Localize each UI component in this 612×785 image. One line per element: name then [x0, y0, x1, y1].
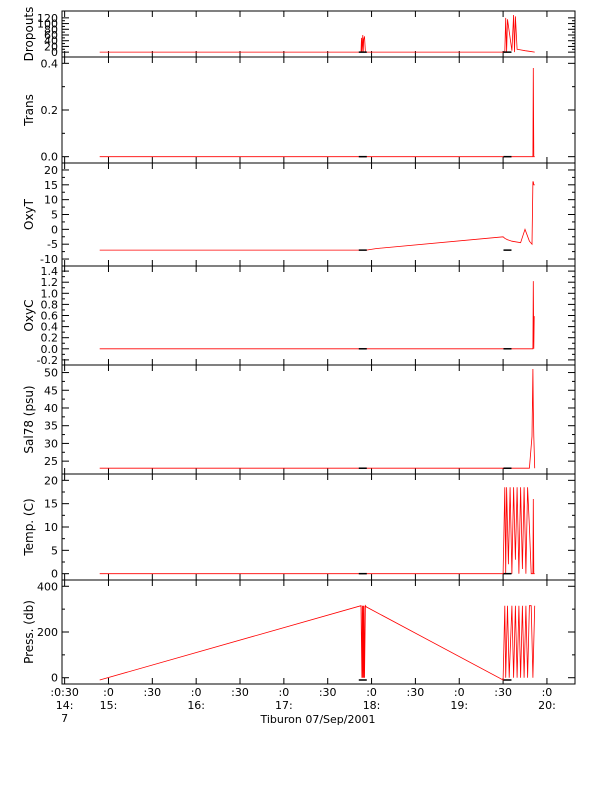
y-tick-label: 400 [37, 580, 58, 593]
x-tick-hour-label: 15: [100, 699, 118, 712]
y-tick-label: 0 [51, 672, 58, 685]
y-tick-label: 0.0 [41, 343, 59, 356]
y-tick-label: 80 [44, 23, 58, 36]
y-tick-label: 0.2 [41, 104, 59, 117]
x-tick-hour-label: 17: [275, 699, 293, 712]
y-tick-label: 0.2 [41, 332, 59, 345]
y-tick-label: -5 [47, 238, 58, 251]
y-tick-label: 0.0 [41, 151, 59, 164]
y-axis-label: Dropouts [22, 7, 36, 62]
y-tick-label: 10 [44, 521, 58, 534]
series-line [99, 487, 535, 575]
series-line [99, 14, 535, 53]
y-tick-label: 35 [44, 420, 58, 433]
panel-frame [61, 364, 576, 475]
footer-label: Tiburon 07/Sep/2001 [259, 713, 375, 726]
y-tick-label: 45 [44, 384, 58, 397]
y-axis-label: OxyT [22, 198, 36, 230]
x-tick-label: :0 [454, 686, 465, 699]
panel-frame [61, 56, 576, 164]
panel-5: 25 30 35 40 45 50 Sal78 (psu) [22, 364, 576, 475]
y-tick-label: 0 [51, 46, 58, 59]
y-tick-label: 0 [51, 568, 58, 581]
panels: 020406080100120Dropouts0.00.20.4Trans-10… [22, 7, 576, 685]
series-line [99, 604, 536, 681]
x-tick-label: :0 [103, 686, 114, 699]
y-axis-label: Sal78 (psu) [22, 385, 36, 453]
panel-4: -0.20.00.20.40.60.81.01.21.4 OxyC [22, 265, 576, 367]
y-tick-label: 15 [44, 498, 58, 511]
y-tick-label: -10 [40, 253, 58, 266]
panel-frame [61, 162, 576, 267]
x-tick-label: :30 [407, 686, 425, 699]
y-tick-label: 10 [44, 194, 58, 207]
y-tick-label: 20 [44, 164, 58, 177]
y-tick-label: 100 [37, 18, 58, 31]
y-tick-label: 0 [51, 223, 58, 236]
panel-2: 0.0 0.2 0.4 Trans [22, 56, 576, 164]
y-axis-label: Temp. (C) [22, 498, 36, 556]
panel-frame [61, 473, 576, 581]
y-tick-label: 20 [44, 40, 58, 53]
x-tick-label: :0 [542, 686, 553, 699]
series-line [99, 67, 535, 158]
y-axis-label: Trans [22, 94, 36, 127]
y-axis-label: Press. (db) [22, 600, 36, 664]
y-tick-label: -0.2 [37, 354, 58, 367]
x-tick-day-label: 7 [61, 712, 68, 725]
y-tick-label: 1.4 [41, 265, 59, 278]
y-tick-label: 0.8 [41, 298, 59, 311]
x-tick-label: :30 [494, 686, 512, 699]
series-line [99, 181, 535, 251]
y-tick-label: 1.0 [41, 287, 59, 300]
x-tick-label: :0 [191, 686, 202, 699]
x-tick-label: :0 [366, 686, 377, 699]
series-line [99, 281, 535, 350]
y-tick-label: 40 [44, 35, 58, 48]
x-tick-hour-label: 20: [538, 699, 556, 712]
time-axis-labels: :0:3014:7:015::30:016::30:017::30:018::3… [50, 686, 555, 725]
panel-frame [61, 10, 576, 58]
y-tick-label: 60 [44, 29, 58, 42]
x-tick-hour-label: 18: [363, 699, 381, 712]
x-tick-label: :30 [231, 686, 249, 699]
y-tick-label: 1.2 [41, 276, 59, 289]
y-tick-label: 40 [44, 402, 58, 415]
x-tick-label: :0:30 [50, 686, 78, 699]
y-tick-label: 15 [44, 179, 58, 192]
x-tick-label: :0 [279, 686, 290, 699]
y-tick-label: 120 [37, 12, 58, 25]
x-tick-label: :30 [319, 686, 337, 699]
x-tick-hour-label: 14: [56, 699, 74, 712]
y-tick-label: 0.4 [41, 57, 59, 70]
y-tick-label: 0.4 [41, 321, 59, 334]
y-tick-label: 0.6 [41, 310, 59, 323]
y-tick-label: 50 [44, 367, 58, 380]
y-axis-label: OxyC [22, 299, 36, 331]
x-tick-label: :30 [143, 686, 161, 699]
x-tick-hour-label: 16: [187, 699, 205, 712]
y-tick-label: 25 [44, 455, 58, 468]
series-line [99, 368, 536, 469]
panel-frame [61, 265, 576, 366]
panel-3: -10 -5 05 10 15 20 OxyT [22, 162, 576, 267]
x-tick-hour-label: 19: [450, 699, 468, 712]
y-tick-label: 20 [44, 474, 58, 487]
panel-frame [61, 579, 576, 685]
y-tick-label: 5 [51, 209, 58, 222]
y-tick-label: 30 [44, 437, 58, 450]
y-tick-label: 5 [51, 544, 58, 557]
panel-6: 0 5 10 15 20 Temp. (C) [22, 473, 576, 581]
y-tick-label: 200 [37, 626, 58, 639]
